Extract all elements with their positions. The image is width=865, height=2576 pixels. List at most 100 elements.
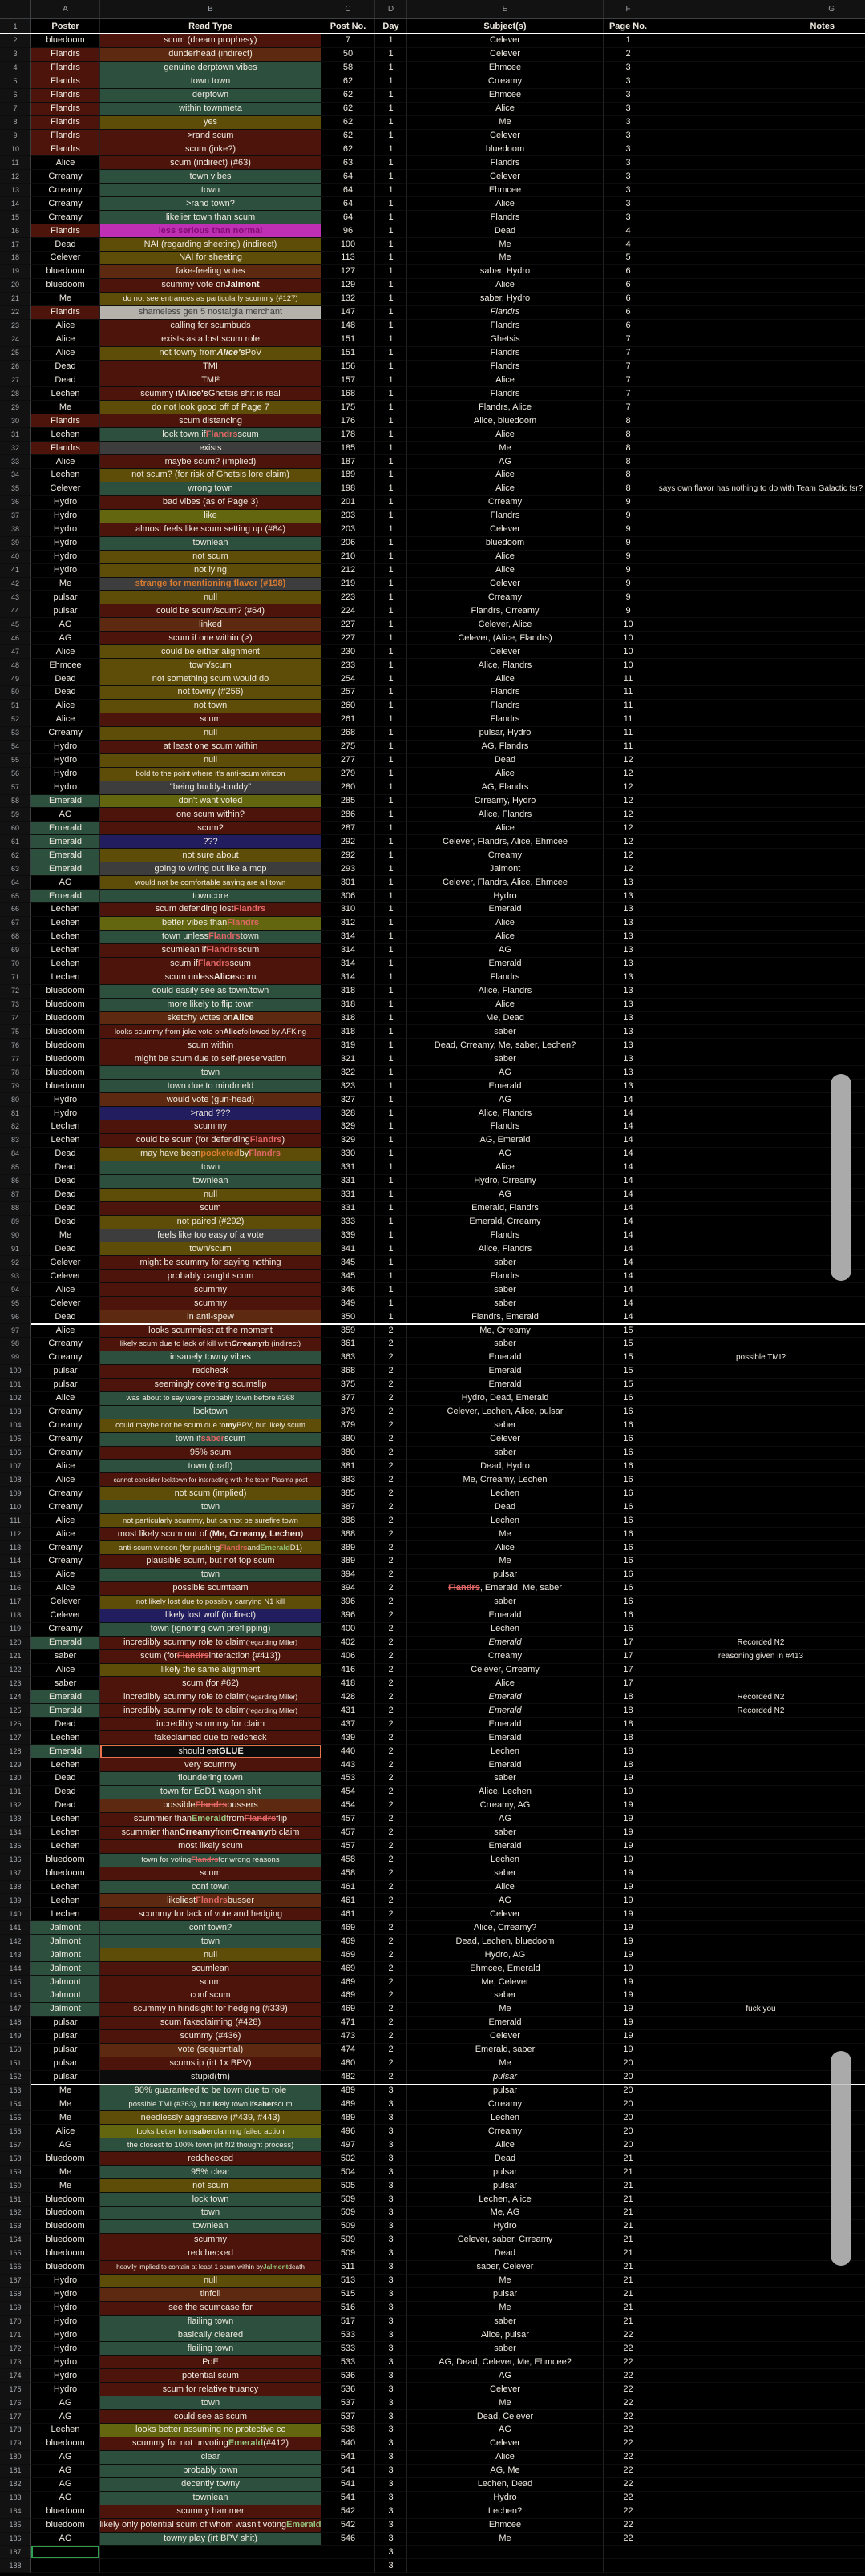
cell-day[interactable]: 2 <box>375 1649 407 1664</box>
cell-notes[interactable] <box>653 2220 865 2234</box>
row-number[interactable]: 134 <box>0 1826 31 1840</box>
cell-poster[interactable]: Crreamy <box>31 1487 100 1501</box>
cell-post-no[interactable]: 504 <box>321 2166 375 2180</box>
row-number[interactable]: 3 <box>0 47 31 62</box>
cell-poster[interactable]: Crreamy <box>31 170 100 184</box>
cell-day[interactable]: 2 <box>375 1514 407 1528</box>
cell-page-no[interactable]: 13 <box>604 971 653 985</box>
cell-subjects[interactable]: AG <box>407 1812 604 1827</box>
cell-poster[interactable]: pulsar <box>31 1378 100 1392</box>
row-number[interactable]: 115 <box>0 1568 31 1582</box>
cell-day[interactable]: 1 <box>375 102 407 116</box>
cell-read-type[interactable]: more likely to flip town <box>100 998 321 1012</box>
cell-subjects[interactable]: Flandrs <box>407 713 604 727</box>
cell-page-no[interactable]: 16 <box>604 1528 653 1542</box>
cell-subjects[interactable]: saber <box>407 1256 604 1270</box>
cell-poster[interactable]: bluedoom <box>31 1066 100 1080</box>
cell-read-type[interactable]: 90% guaranteed to be town due to role <box>100 2084 321 2098</box>
cell-read-type[interactable]: vote (sequential) <box>100 2043 321 2057</box>
cell-post-no[interactable]: 383 <box>321 1473 375 1488</box>
row-number[interactable]: 16 <box>0 224 31 239</box>
cell-poster[interactable]: bluedoom <box>31 2518 100 2533</box>
cell-notes[interactable] <box>653 496 865 510</box>
cell-read-type[interactable]: not something scum would do <box>100 672 321 686</box>
cell-read-type[interactable]: townlean <box>100 1174 321 1189</box>
cell-day[interactable]: 2 <box>375 1921 407 1936</box>
cell-post-no[interactable] <box>321 2546 375 2560</box>
cell-poster[interactable]: Emerald <box>31 835 100 850</box>
cell-subjects[interactable]: AG <box>407 1093 604 1108</box>
cell-subjects[interactable]: Hydro <box>407 890 604 903</box>
cell-poster[interactable]: bluedoom <box>31 2207 100 2220</box>
cell-notes[interactable] <box>653 2057 865 2071</box>
cell-page-no[interactable]: 19 <box>604 2043 653 2057</box>
cell-page-no[interactable]: 8 <box>604 428 653 442</box>
cell-read-type[interactable]: basically cleared <box>100 2328 321 2343</box>
cell-day[interactable]: 1 <box>375 401 407 415</box>
cell-post-no[interactable]: 469 <box>321 1921 375 1936</box>
cell-subjects[interactable]: saber, Hydro <box>407 264 604 279</box>
cell-page-no[interactable]: 16 <box>604 1391 653 1406</box>
cell-page-no[interactable]: 21 <box>604 2247 653 2261</box>
cell-post-no[interactable]: 318 <box>321 1025 375 1040</box>
cell-notes[interactable] <box>653 564 865 578</box>
cell-page-no[interactable]: 21 <box>604 2166 653 2180</box>
cell-subjects[interactable]: Flandrs <box>407 686 604 700</box>
cell-subjects[interactable]: Ehmcee <box>407 2518 604 2533</box>
cell-subjects[interactable]: Crreamy <box>407 495 604 510</box>
cell-poster[interactable]: Flandrs <box>31 102 100 116</box>
cell-post-no[interactable]: 132 <box>321 292 375 306</box>
row-number[interactable]: 112 <box>0 1528 31 1542</box>
row-number[interactable]: 52 <box>0 713 31 727</box>
cell-notes[interactable] <box>653 1338 865 1351</box>
cell-post-no[interactable]: 129 <box>321 278 375 293</box>
cell-subjects[interactable]: Celever <box>407 2029 604 2044</box>
cell-page-no[interactable]: 14 <box>604 1270 653 1284</box>
scrollbar-thumb[interactable] <box>831 1074 851 1281</box>
cell-page-no[interactable]: 11 <box>604 726 653 741</box>
cell-poster[interactable]: bluedoom <box>31 2219 100 2234</box>
cell-notes[interactable] <box>653 2098 865 2112</box>
cell-subjects[interactable]: Alice <box>407 102 604 116</box>
cell-day[interactable]: 1 <box>375 686 407 700</box>
cell-notes[interactable] <box>653 1867 865 1881</box>
cell-notes[interactable] <box>653 1189 865 1202</box>
cell-subjects[interactable]: AG, Emerald <box>407 1133 604 1148</box>
cell-poster[interactable]: Crreamy <box>31 184 100 198</box>
cell-post-no[interactable]: 443 <box>321 1758 375 1772</box>
row-number[interactable]: 72 <box>0 984 31 999</box>
cell-poster[interactable]: AG <box>31 2532 100 2546</box>
cell-page-no[interactable]: 8 <box>604 442 653 456</box>
cell-page-no[interactable]: 13 <box>604 1011 653 1026</box>
cell-day[interactable]: 3 <box>375 2098 407 2112</box>
cell-page-no[interactable]: 20 <box>604 2057 653 2071</box>
cell-post-no[interactable]: 359 <box>321 1324 375 1338</box>
cell-poster[interactable]: AG <box>31 632 100 646</box>
cell-page-no[interactable]: 6 <box>604 278 653 293</box>
cell-subjects[interactable]: Flandrs <box>407 319 604 333</box>
cell-subjects[interactable]: Alice, Flandrs <box>407 1107 604 1120</box>
cell-subjects[interactable]: Celever, Flandrs, Alice, Ehmcee <box>407 876 604 890</box>
cell-page-no[interactable]: 14 <box>604 1283 653 1298</box>
cell-subjects[interactable]: Me <box>407 1528 604 1542</box>
cell-post-no[interactable]: 333 <box>321 1215 375 1229</box>
cell-post-no[interactable]: 502 <box>321 2152 375 2166</box>
row-number[interactable]: 104 <box>0 1419 31 1433</box>
cell-post-no[interactable]: 377 <box>321 1391 375 1406</box>
cell-poster[interactable]: Flandrs <box>31 143 100 157</box>
cell-day[interactable]: 2 <box>375 1405 407 1419</box>
cell-subjects[interactable]: Celever, Flandrs, Alice, Ehmcee <box>407 835 604 850</box>
cell-post-no[interactable]: 379 <box>321 1419 375 1433</box>
cell-post-no[interactable]: 509 <box>321 2193 375 2207</box>
cell-read-type[interactable]: wrong town <box>100 482 321 496</box>
cell-post-no[interactable]: 461 <box>321 1894 375 1908</box>
cell-read-type[interactable]: scum <box>100 1867 321 1881</box>
cell-notes[interactable] <box>653 917 865 931</box>
cell-subjects[interactable]: AG <box>407 2424 604 2437</box>
cell-poster[interactable]: Flandrs <box>31 224 100 239</box>
cell-page-no[interactable]: 13 <box>604 1080 653 1094</box>
cell-post-no[interactable]: 509 <box>321 2219 375 2234</box>
cell-subjects[interactable]: Alice <box>407 2450 604 2465</box>
cell-day[interactable]: 1 <box>375 1270 407 1284</box>
cell-day[interactable]: 1 <box>375 373 407 388</box>
